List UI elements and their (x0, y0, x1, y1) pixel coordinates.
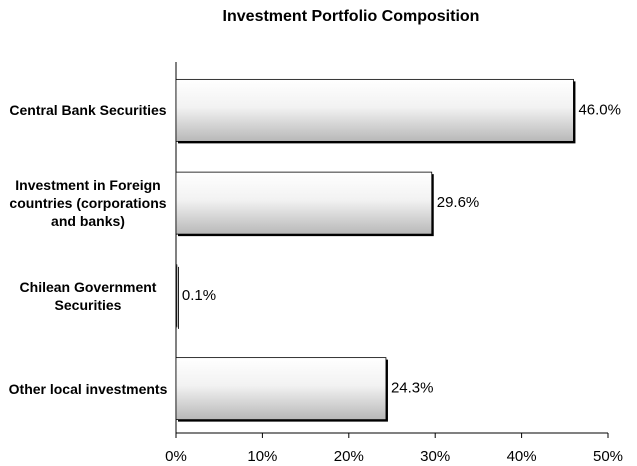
x-tick-label: 50% (593, 448, 623, 465)
data-label: 29.6% (437, 194, 480, 211)
data-label: 0.1% (182, 287, 216, 304)
bar (175, 78, 574, 142)
data-label: 46.0% (578, 101, 621, 118)
x-tick-label: 30% (420, 448, 450, 465)
x-tick-label: 0% (165, 448, 187, 465)
y-tick-label: Chilean Government Securities (19, 278, 157, 313)
bar-shadow (178, 266, 179, 329)
y-tick-label: Investment in Foreign countries (corpora… (9, 177, 167, 230)
bar (175, 357, 387, 421)
y-tick-label: Central Bank Securities (9, 102, 167, 119)
bar (175, 171, 433, 235)
bar (175, 264, 178, 328)
y-tick-label: Other local investments (8, 380, 168, 397)
chart-title: Investment Portfolio Composition (222, 8, 480, 25)
x-tick-label: 10% (247, 448, 277, 465)
data-label: 24.3% (391, 380, 434, 397)
x-tick-label: 40% (507, 448, 537, 465)
x-tick-label: 20% (334, 448, 364, 465)
